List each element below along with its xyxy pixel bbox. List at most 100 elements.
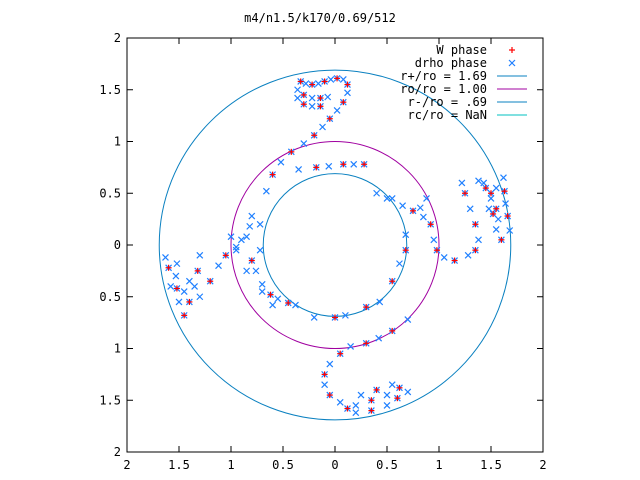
y-tick-label-1: 1.5 [99, 83, 121, 97]
drho-point-76 [375, 334, 383, 342]
x-tick-label-4: 0 [331, 458, 338, 472]
drho-point-74 [347, 343, 355, 350]
drho-point-113 [466, 205, 474, 213]
w-point-11 [317, 95, 324, 102]
drho-point-97 [396, 260, 403, 268]
w-point-28 [326, 392, 333, 399]
drho-point-109 [464, 251, 472, 259]
drho-point-24 [324, 93, 332, 101]
x-tick-label-0: 2 [123, 458, 130, 472]
drho-point-13 [319, 123, 326, 131]
w-point-20 [194, 267, 201, 274]
drho-point-65 [258, 288, 266, 295]
drho-point-15 [300, 140, 308, 147]
w-point-42 [410, 207, 416, 214]
w-point-12 [300, 101, 307, 108]
drho-point-45 [185, 277, 193, 285]
drho-point-136 [423, 195, 430, 202]
w-point-16 [361, 161, 368, 168]
drho-point-40 [196, 293, 204, 301]
y-tick-label-7: 1.5 [99, 393, 121, 407]
x-tick-label-7: 1.5 [480, 458, 502, 472]
drho-point-92 [310, 314, 318, 321]
drho-point-105 [430, 236, 438, 244]
legend-label-2: r+/ro = 1.69 [400, 69, 487, 83]
axes: 2 1.5 1 0.5 0 0.5 1 1.5 221.510.500.511.52 [99, 31, 546, 472]
drho-point-84 [352, 402, 360, 409]
drho-point-126 [502, 200, 509, 208]
w-point-49 [482, 185, 489, 192]
drho-point-139 [256, 220, 264, 228]
data-points [162, 74, 514, 417]
drho-point-17 [277, 158, 285, 166]
y-tick-label-4: 0 [114, 238, 121, 252]
drho-point-141 [243, 267, 251, 275]
w-point-30 [337, 350, 344, 357]
y-tick-label-3: 0.5 [99, 186, 121, 200]
drho-point-128 [506, 227, 514, 234]
x-tick-label-6: 1 [435, 458, 442, 472]
circle-0 [158, 69, 512, 421]
drho-point-51 [167, 282, 175, 290]
drho-point-30 [295, 166, 303, 173]
chart-title: m4/n1.5/k170/0.69/512 [244, 11, 396, 25]
legend-label-0: W phase [436, 43, 487, 57]
drho-point-78 [404, 316, 412, 323]
drho-point-116 [475, 177, 482, 185]
y-tick-label-5: 0.5 [99, 290, 121, 304]
drho-point-90 [388, 381, 396, 389]
w-point-52 [501, 188, 508, 195]
drho-point-118 [487, 195, 495, 202]
w-point-27 [344, 405, 351, 412]
drho-point-60 [274, 295, 282, 303]
w-point-0 [297, 78, 304, 85]
circle-2 [262, 173, 408, 317]
drho-point-49 [175, 298, 183, 306]
w-point-29 [321, 371, 328, 378]
radius-circles [158, 69, 512, 421]
drho-point-99 [402, 231, 410, 239]
drho-point-46 [180, 288, 188, 295]
drho-point-64 [252, 267, 260, 275]
w-point-40 [389, 278, 396, 285]
drho-point-53 [162, 253, 169, 261]
y-tick-label-2: 1 [114, 135, 121, 149]
drho-point-123 [480, 179, 488, 187]
w-point-32 [389, 327, 396, 334]
drho-point-31 [325, 162, 333, 170]
drho-point-133 [373, 189, 381, 197]
drho-point-79 [352, 409, 360, 417]
w-point-18 [207, 278, 214, 285]
w-point-41 [402, 247, 409, 254]
w-point-43 [427, 221, 434, 228]
w-point-15 [340, 161, 347, 168]
drho-point-55 [227, 233, 235, 241]
w-point-39 [363, 304, 370, 311]
x-tick-label-1: 1.5 [168, 458, 190, 472]
drho-point-107 [440, 253, 448, 261]
legend-sample-0 [509, 47, 515, 53]
drho-point-70 [321, 381, 329, 389]
drho-point-111 [475, 236, 482, 244]
drho-point-62 [292, 301, 299, 309]
drho-point-120 [494, 215, 502, 223]
w-point-54 [498, 236, 505, 243]
x-tick-label-2: 1 [227, 458, 234, 472]
w-point-37 [373, 386, 380, 393]
drho-point-137 [248, 212, 256, 220]
drho-point-11 [333, 107, 341, 114]
drho-point-9 [344, 89, 351, 97]
drho-point-72 [326, 360, 334, 368]
x-tick-label-5: 0.5 [376, 458, 398, 472]
w-point-21 [173, 285, 180, 292]
w-point-6 [326, 115, 333, 122]
w-point-3 [334, 75, 341, 82]
drho-point-54 [173, 260, 181, 268]
w-point-47 [472, 221, 479, 228]
legend-label-4: r-/ro = .69 [408, 95, 487, 109]
drho-point-66 [269, 301, 277, 309]
drho-point-7 [339, 75, 347, 83]
w-point-1 [309, 81, 316, 88]
